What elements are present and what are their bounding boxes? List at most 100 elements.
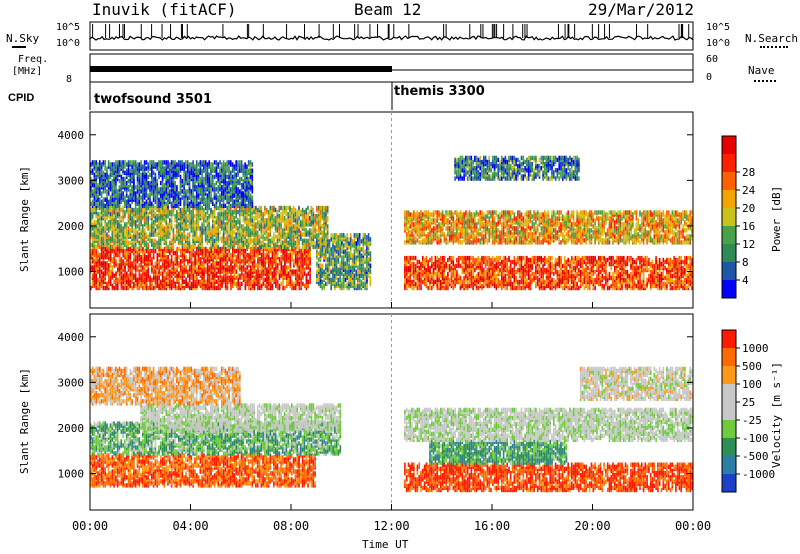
cell (305, 218, 307, 222)
cell (277, 239, 279, 243)
cell (155, 276, 157, 280)
cell (92, 189, 94, 193)
cell (110, 200, 112, 204)
cell (182, 265, 184, 269)
cell (221, 204, 223, 208)
cell (182, 257, 184, 261)
cell (110, 212, 112, 216)
cell (133, 247, 135, 251)
cell (140, 160, 142, 164)
cell (281, 255, 283, 259)
cell (119, 160, 121, 164)
cell (183, 183, 185, 187)
cell (128, 169, 130, 173)
cell (293, 237, 295, 241)
cell (166, 271, 168, 275)
cell (259, 239, 261, 243)
cell (272, 271, 274, 275)
cell (122, 218, 124, 222)
cell (182, 241, 184, 245)
cell (128, 160, 130, 164)
cell (268, 280, 270, 284)
cell (147, 162, 149, 166)
cell (110, 269, 112, 273)
cell (189, 175, 191, 179)
cell (203, 263, 205, 267)
cell (223, 232, 225, 236)
cell (108, 175, 110, 179)
cell (212, 187, 214, 191)
cell (200, 204, 202, 208)
cell (174, 224, 176, 228)
cell (124, 232, 126, 236)
cell (182, 164, 184, 168)
cell (264, 269, 266, 273)
cell (155, 228, 157, 232)
cell (192, 191, 194, 195)
cell (243, 224, 245, 228)
cell (106, 261, 108, 265)
cell (237, 171, 239, 175)
cell (212, 169, 214, 173)
cell (228, 160, 230, 164)
cell (293, 224, 295, 228)
cell (142, 224, 144, 228)
cell (182, 189, 184, 193)
cell (343, 262, 345, 266)
cell (350, 266, 352, 270)
cell (117, 253, 119, 257)
cell (112, 189, 114, 193)
cell (173, 261, 175, 265)
cell (243, 267, 245, 271)
cell (261, 241, 263, 245)
cell (284, 239, 286, 243)
cell (255, 222, 257, 226)
cell (207, 278, 209, 282)
cell (248, 282, 250, 286)
cell (239, 208, 241, 212)
cell (99, 191, 101, 195)
cell (284, 253, 286, 257)
cell (153, 249, 155, 253)
cell (255, 263, 257, 267)
cell (304, 267, 306, 271)
cell (230, 160, 232, 164)
cell (126, 235, 128, 239)
cell (174, 204, 176, 208)
cell (180, 160, 182, 164)
cell (149, 191, 151, 195)
cell (142, 208, 144, 212)
cell (268, 210, 270, 214)
cell (322, 280, 324, 284)
cell (237, 280, 239, 284)
cell (137, 255, 139, 259)
cell (110, 195, 112, 199)
cell (185, 206, 187, 210)
cell (243, 164, 245, 168)
cell (207, 200, 209, 204)
cell (239, 202, 241, 206)
cell (169, 183, 171, 187)
cell (332, 268, 334, 272)
cell (252, 181, 254, 185)
cell (307, 239, 309, 243)
cell (95, 175, 97, 179)
cell (142, 173, 144, 177)
cell (158, 263, 160, 267)
cell (99, 286, 101, 290)
cell (128, 282, 130, 286)
cell (248, 269, 250, 273)
cell (241, 228, 243, 232)
cell (99, 253, 101, 257)
cell (208, 160, 210, 164)
cell (225, 274, 227, 278)
cell (94, 265, 96, 269)
cell (252, 177, 254, 181)
cell (309, 280, 311, 284)
cell (137, 286, 139, 290)
cell (164, 267, 166, 271)
cell (142, 177, 144, 181)
cell (94, 173, 96, 177)
cell (180, 191, 182, 195)
cell (287, 212, 289, 216)
